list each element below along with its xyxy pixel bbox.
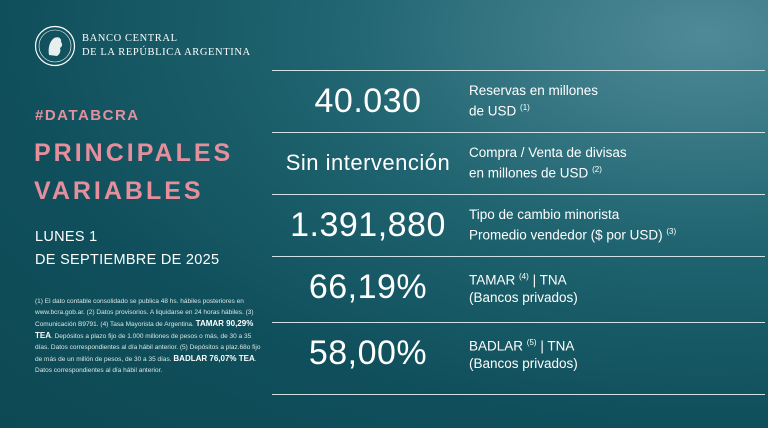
variable-label: Tipo de cambio minorista Promedio vended…: [469, 206, 676, 244]
hashtag: #DATABCRA: [35, 107, 140, 124]
variable-label: TAMAR (4) | TNA (Bancos privados): [469, 268, 578, 306]
label-line1-pre: TAMAR: [469, 272, 516, 288]
variable-label: Compra / Venta de divisas en millones de…: [469, 144, 627, 182]
label-line1-post: | TNA: [532, 272, 567, 288]
variable-label: BADLAR (5) | TNA (Bancos privados): [469, 334, 578, 372]
footnote-ref: (5): [526, 338, 537, 348]
title-line2: VARIABLES: [34, 177, 204, 205]
variable-value: 40.030: [314, 81, 422, 120]
variable-row-tipo-cambio: 1.391,880 Tipo de cambio minorista Prome…: [272, 194, 765, 256]
note-part1: (1) El dato contable consolidado se publ…: [35, 298, 254, 328]
label-line1: Reservas en millones: [469, 83, 599, 99]
date: LUNES 1 DE SEPTIEMBRE DE 2025: [35, 226, 219, 272]
divider: [272, 194, 765, 195]
variable-row-badlar: 58,00% BADLAR (5) | TNA (Bancos privados…: [272, 322, 765, 384]
divider: [272, 322, 765, 323]
label-line2: Promedio vendedor ($ por USD): [469, 227, 663, 243]
variable-label: Reservas en millones de USD (1): [469, 82, 598, 120]
footnote-ref: (2): [592, 165, 602, 175]
variable-row-reservas: 40.030 Reservas en millones de USD (1): [272, 70, 765, 132]
divider: [272, 70, 765, 71]
label-line1: Tipo de cambio minorista: [469, 207, 620, 223]
title-line1: PRINCIPALES: [34, 139, 234, 167]
bcra-logo: BANCO CENTRAL DE LA REPÚBLICA ARGENTINA: [34, 25, 251, 67]
label-line2: (Bancos privados): [469, 355, 578, 371]
variable-row-tamar: 66,19% TAMAR (4) | TNA (Bancos privados): [272, 256, 765, 318]
variable-row-divisas: Sin intervención Compra / Venta de divis…: [272, 132, 765, 194]
label-line1-pre: BADLAR: [469, 338, 524, 354]
label-line2: (Bancos privados): [469, 289, 578, 305]
variable-value: 66,19%: [308, 267, 428, 306]
note-part2: . Depósitos a plazo fijo de 1.000 millon…: [35, 333, 261, 363]
bank-name-line1: BANCO CENTRAL: [82, 33, 178, 44]
divider: [272, 394, 765, 395]
note-part3: . Datos correspondientes al día hábil an…: [35, 356, 257, 374]
footnote-ref: (1): [520, 103, 530, 113]
label-line1: Compra / Venta de divisas: [469, 145, 627, 161]
bcra-seal-icon: [34, 25, 76, 67]
footnote-ref: (3): [666, 227, 677, 237]
variable-value: 1.391,880: [290, 205, 446, 244]
footnotes: (1) El dato contable consolidado se publ…: [35, 296, 267, 376]
date-line1: LUNES 1: [35, 229, 98, 245]
variable-value: 58,00%: [308, 333, 428, 372]
badlar-tea: BADLAR 76,07% TEA: [173, 354, 255, 363]
label-line2: de USD: [469, 103, 517, 119]
bank-name-line2: DE LA REPÚBLICA ARGENTINA: [82, 47, 251, 58]
page-title: PRINCIPALES VARIABLES: [34, 134, 233, 210]
tamar-tea: TAMAR 90,29% TEA: [35, 319, 254, 340]
date-line2: DE SEPTIEMBRE DE 2025: [35, 252, 220, 268]
divider: [272, 256, 765, 257]
label-line2: en millones de USD: [469, 165, 589, 181]
divider: [272, 132, 765, 133]
label-line1-post: | TNA: [540, 338, 575, 354]
variable-value: Sin intervención: [285, 150, 451, 175]
footnote-ref: (4): [519, 272, 529, 282]
